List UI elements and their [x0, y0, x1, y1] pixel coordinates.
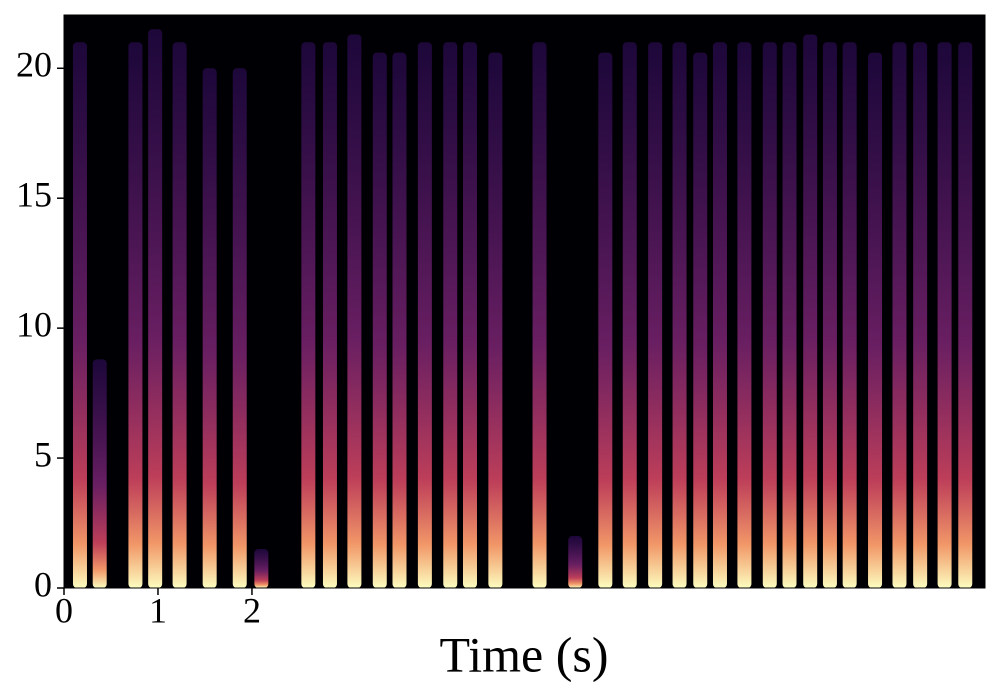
streak [322, 42, 337, 589]
streak [762, 42, 777, 589]
streak [842, 42, 857, 589]
y-tick-label: 15 [16, 174, 52, 214]
streak [254, 549, 269, 588]
streak [737, 42, 752, 589]
x-axis-label: Time (s) [439, 626, 608, 682]
x-tick-label: 2 [243, 590, 261, 630]
x-tick-label: 1 [149, 590, 167, 630]
streak [128, 42, 143, 589]
streak [782, 42, 797, 589]
streak [462, 42, 477, 589]
streak [232, 68, 247, 589]
streak [868, 52, 883, 588]
streak [598, 52, 613, 588]
streak [892, 42, 907, 589]
streak [532, 42, 547, 589]
streak [803, 34, 818, 588]
streak [202, 68, 217, 589]
streak [417, 42, 432, 589]
y-tick-label: 20 [16, 45, 52, 85]
streak [913, 42, 928, 589]
x-tick-label: 0 [55, 590, 73, 630]
streak [488, 52, 503, 588]
streak [392, 52, 407, 588]
streak [92, 359, 107, 588]
y-tick-label: 0 [34, 564, 52, 604]
streak [622, 42, 637, 589]
y-tick-label: 5 [34, 434, 52, 474]
y-tick-label: 10 [16, 304, 52, 344]
streak [347, 34, 362, 588]
streak [443, 42, 458, 589]
streak [958, 42, 973, 589]
streak [672, 42, 687, 589]
streak [937, 42, 952, 589]
streak [172, 42, 187, 589]
streak [72, 42, 87, 589]
streak [822, 42, 837, 589]
plot-frame [63, 14, 986, 589]
streak [712, 42, 727, 589]
streak [372, 52, 387, 588]
streak [693, 52, 708, 588]
spectrogram-streaks [72, 29, 973, 589]
streak [648, 42, 663, 589]
streak [301, 42, 316, 589]
streak [568, 536, 583, 588]
streak [148, 29, 163, 588]
